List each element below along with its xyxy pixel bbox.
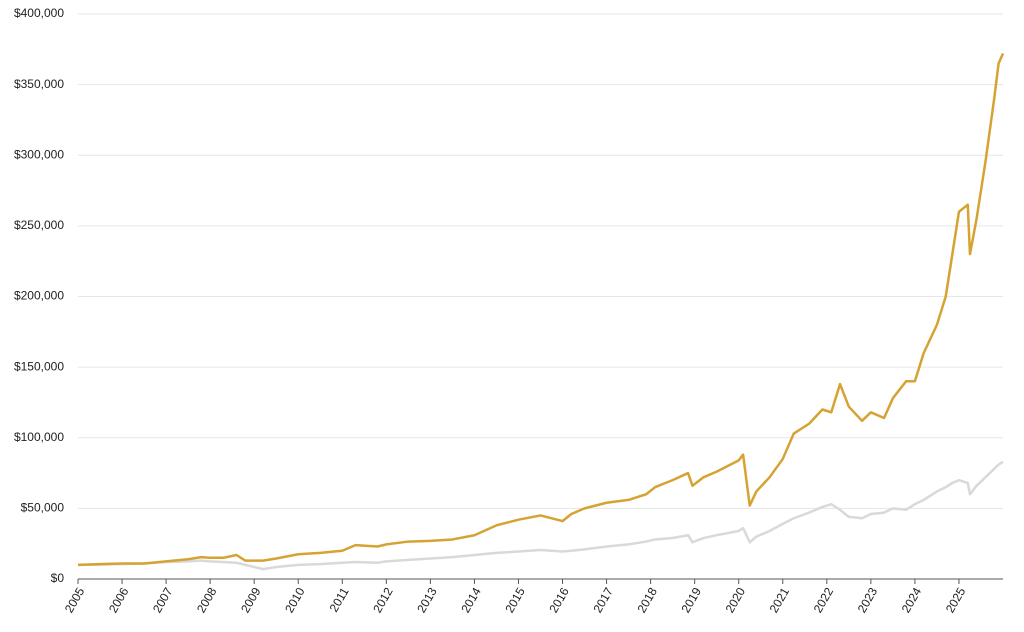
x-tick-label: 2011	[327, 585, 352, 615]
y-tick-label: $0	[51, 571, 65, 585]
y-tick-label: $400,000	[14, 6, 64, 20]
y-tick-label: $50,000	[21, 501, 65, 515]
y-tick-label: $250,000	[14, 218, 64, 232]
y-tick-label: $100,000	[14, 430, 64, 444]
x-tick-label: 2010	[282, 585, 308, 615]
series-line	[77, 53, 1005, 567]
x-tick-label: 2021	[767, 585, 793, 615]
x-tick-label: 2015	[502, 585, 528, 615]
x-tick-label: 2025	[943, 585, 969, 615]
x-tick-label: 2008	[194, 585, 220, 615]
x-tick-label: 2022	[811, 585, 837, 615]
x-tick-label: 2016	[546, 585, 572, 615]
y-tick-label: $150,000	[14, 359, 64, 373]
x-tick-label: 2005	[62, 585, 88, 615]
x-tick-label: 2023	[855, 585, 881, 615]
x-tick-label: 2017	[590, 585, 616, 615]
x-tick-label: 2013	[414, 585, 440, 615]
y-tick-label: $300,000	[14, 147, 64, 161]
series-line	[77, 460, 1004, 571]
x-tick-label: 2012	[370, 585, 396, 615]
x-tick-label: 2007	[150, 585, 176, 615]
x-tick-label: 2006	[106, 585, 132, 615]
y-tick-label: $200,000	[14, 289, 64, 303]
x-tick-label: 2014	[458, 585, 484, 615]
x-tick-label: 2018	[634, 585, 660, 615]
y-tick-label: $350,000	[14, 77, 64, 91]
x-tick-label: 2009	[238, 585, 264, 615]
x-tick-label: 2020	[723, 585, 749, 615]
x-tick-label: 2019	[679, 585, 705, 615]
x-tick-label: 2024	[899, 585, 925, 615]
